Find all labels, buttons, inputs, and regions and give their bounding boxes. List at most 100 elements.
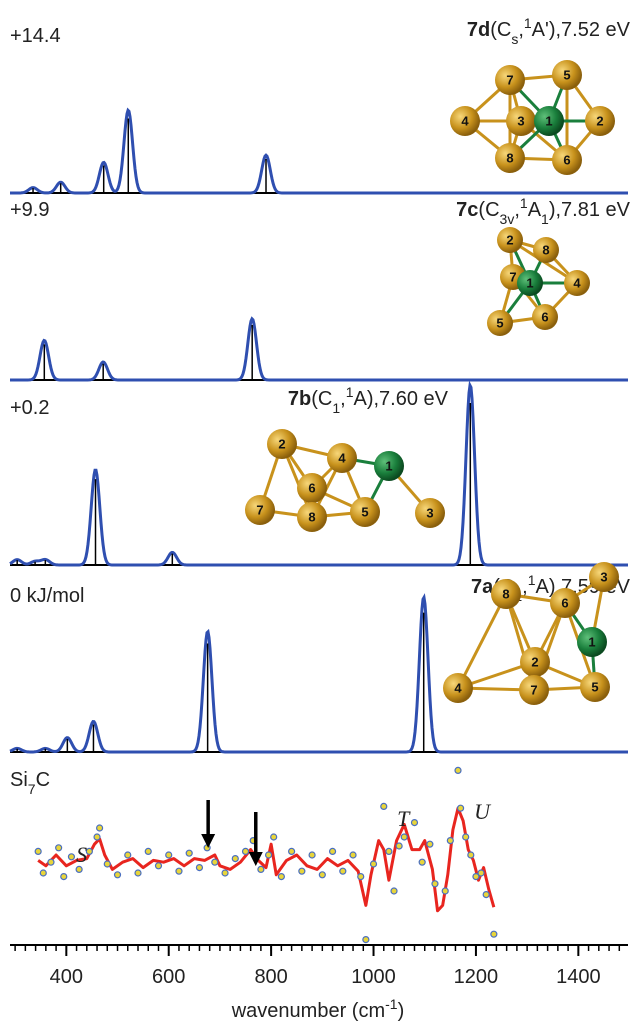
x-tick-label: 1000 <box>351 966 396 988</box>
data-point <box>411 820 417 826</box>
data-point <box>350 852 356 858</box>
atom-number: 7 <box>509 270 516 285</box>
atom-number: 7 <box>256 503 263 518</box>
data-point <box>125 852 131 858</box>
data-point <box>491 931 497 937</box>
relative-energy: 0 kJ/mol <box>10 585 84 607</box>
data-point <box>271 834 277 840</box>
label-part: 7d <box>467 19 490 41</box>
data-point <box>340 868 346 874</box>
isomer-label: 7d(Cs,1A'),7.52 eV <box>467 15 631 47</box>
data-point <box>468 852 474 858</box>
atom-number: 8 <box>506 151 513 166</box>
data-point <box>86 848 92 854</box>
atom-number: 5 <box>591 680 598 695</box>
label-part: 1 <box>541 211 549 227</box>
atom-number: 7 <box>530 683 537 698</box>
data-point <box>330 848 336 854</box>
chart: +14.4 7d(Cs,1A'),7.52 eV 7 5 4 3 1 2 8 6 +9.9 7c(C3… <box>0 0 636 1028</box>
atom-number: 6 <box>541 310 548 325</box>
data-point <box>155 863 161 869</box>
label-part: (C <box>311 388 332 410</box>
arrow-head <box>201 834 215 848</box>
data-point <box>196 865 202 871</box>
data-point <box>386 848 392 854</box>
data-point <box>232 856 238 862</box>
atom-number: 2 <box>506 233 513 248</box>
atom-number: 3 <box>426 506 433 521</box>
atom-number: 6 <box>561 596 568 611</box>
label-part: 1 <box>528 572 536 588</box>
label-part: 1 <box>346 384 354 400</box>
atom-number: 1 <box>588 635 595 650</box>
data-point <box>478 870 484 876</box>
atom-number: 2 <box>596 114 603 129</box>
atom-number: 2 <box>278 437 285 452</box>
data-point <box>358 874 364 880</box>
data-point <box>278 874 284 880</box>
data-point <box>222 870 228 876</box>
data-point <box>115 872 121 878</box>
data-point <box>186 850 192 856</box>
data-point <box>447 838 453 844</box>
label-part: Si <box>10 769 28 791</box>
data-point <box>463 834 469 840</box>
x-tick-label: 1400 <box>556 966 601 988</box>
data-point <box>396 843 402 849</box>
x-axis-label: wavenumber (cm-1) <box>231 996 405 1022</box>
experimental-spectrum <box>38 808 494 911</box>
relative-energy: +9.9 <box>10 199 49 221</box>
annotation: U <box>474 799 492 824</box>
atom-number: 6 <box>308 481 315 496</box>
data-point <box>56 845 62 851</box>
label-part: s <box>511 31 518 47</box>
isomer-label: 7c(C3v,1A1),7.81 eV <box>456 195 630 227</box>
data-point <box>427 841 433 847</box>
data-point <box>166 852 172 858</box>
label-part: (C <box>478 199 499 221</box>
data-point <box>371 861 377 867</box>
atom-number: 8 <box>542 243 549 258</box>
data-point <box>104 861 110 867</box>
data-point <box>145 848 151 854</box>
label-part: 7b <box>288 388 311 410</box>
label-part: ),7.81 eV <box>549 199 631 221</box>
x-tick-label: 600 <box>152 966 185 988</box>
label-part: 7a <box>471 576 494 598</box>
experiment-label: Si7C <box>10 769 50 797</box>
data-point <box>299 868 305 874</box>
atom-number: 1 <box>526 276 533 291</box>
data-point <box>309 852 315 858</box>
data-point <box>212 859 218 865</box>
data-point <box>61 874 67 880</box>
label-part: 1 <box>524 15 532 31</box>
label-part: ) <box>398 1000 405 1022</box>
label-part: (C <box>490 19 511 41</box>
atom-number: 8 <box>502 587 509 602</box>
label-part: A),7.60 eV <box>353 388 448 410</box>
data-point <box>319 872 325 878</box>
relative-energy: +14.4 <box>10 25 61 47</box>
label-part: -1 <box>385 996 398 1012</box>
isomer-label: 7b(C1,1A),7.60 eV <box>288 384 449 416</box>
data-point <box>458 805 464 811</box>
data-point <box>266 852 272 858</box>
relative-energy: +0.2 <box>10 397 49 419</box>
data-point <box>76 866 82 872</box>
data-point <box>432 881 438 887</box>
atom-number: 2 <box>531 655 538 670</box>
data-point <box>243 848 249 854</box>
atom-number: 3 <box>517 114 524 129</box>
atom-number: 4 <box>454 681 462 696</box>
data-point <box>442 888 448 894</box>
data-point <box>176 868 182 874</box>
atom-number: 4 <box>338 451 346 466</box>
data-point <box>289 848 295 854</box>
atom-number: 7 <box>506 73 513 88</box>
data-point <box>381 803 387 809</box>
data-point <box>40 870 46 876</box>
x-tick-label: 800 <box>254 966 287 988</box>
data-point <box>483 892 489 898</box>
label-part: A'),7.52 eV <box>532 19 631 41</box>
x-tick-label: 400 <box>50 966 83 988</box>
